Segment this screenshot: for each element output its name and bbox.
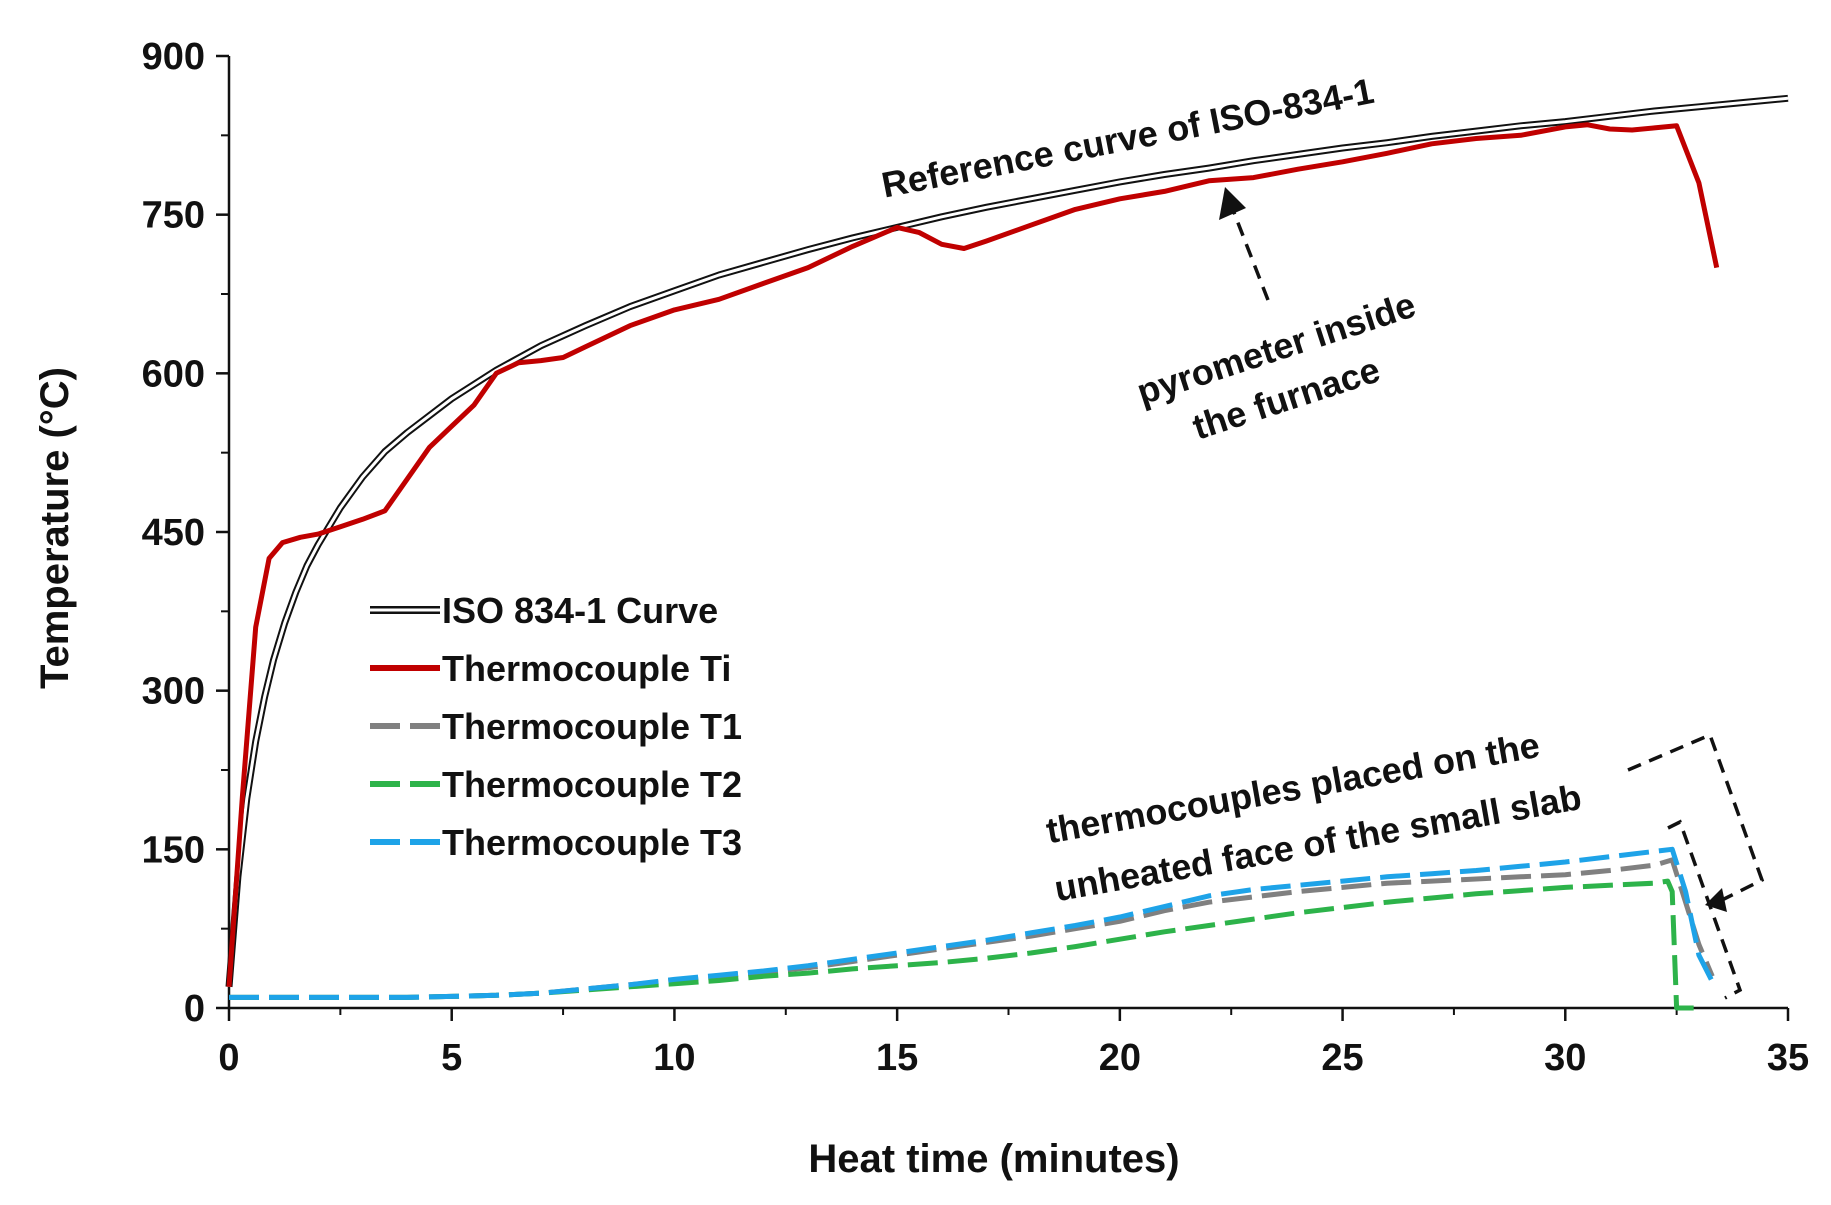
series-line-thermocouple-ti [226, 122, 1720, 987]
thermocouples-bracket-outline [1667, 819, 1743, 1000]
series-line-thermocouple-t1 [229, 857, 1715, 1000]
series-line-thermocouple-t3 [229, 846, 1715, 1000]
x-tick-label: 0 [218, 1037, 239, 1079]
x-tick-label: 15 [876, 1037, 918, 1079]
y-tick-label: 600 [142, 353, 205, 395]
legend-entry-thermocouple-t1-label: Thermocouple T1 [442, 706, 742, 747]
legend-entry-iso-834-1-curve-label: ISO 834-1 Curve [442, 590, 718, 631]
y-tick-label: 900 [142, 36, 205, 78]
legend-entry-thermocouple-t3-label: Thermocouple T3 [442, 822, 742, 863]
thermocouples-dashed-bracket [1627, 732, 1765, 902]
legend-entry-thermocouple-ti-label: Thermocouple Ti [442, 648, 731, 689]
x-tick-label: 10 [653, 1037, 695, 1079]
y-tick-label: 450 [142, 512, 205, 554]
x-tick-label: 25 [1321, 1037, 1363, 1079]
x-tick-label: 20 [1099, 1037, 1141, 1079]
x-axis-title: Heat time (minutes) [808, 1137, 1179, 1181]
x-tick-label: 30 [1544, 1037, 1586, 1079]
y-axis-title: Temperature (°C) [33, 367, 77, 689]
series-lines [225, 94, 1789, 1011]
y-tick-label: 750 [142, 195, 205, 237]
x-tick-label: 35 [1767, 1037, 1809, 1079]
annotation-reference-curve: Reference curve of ISO-834-1 [878, 70, 1377, 206]
ticks: 0 5 10 15 20 25 30 35 0 150 300 450 600 750 900 [142, 36, 1810, 1079]
y-tick-label: 150 [142, 829, 205, 871]
annotations: Reference curve of ISO-834-1 pyrometer i… [878, 70, 1765, 1000]
pyrometer-arrowhead [1219, 187, 1246, 220]
y-tick-label: 300 [142, 671, 205, 713]
pyrometer-dashed-arrow-line [1231, 209, 1270, 301]
legend-entry-thermocouple-t2-label: Thermocouple T2 [442, 764, 742, 805]
y-tick-label: 0 [184, 988, 205, 1030]
legend: ISO 834-1 Curve Thermocouple Ti Thermocoup… [370, 590, 742, 863]
x-tick-label: 5 [441, 1037, 462, 1079]
series-line-iso-834-1-curve-inner [227, 96, 1789, 987]
